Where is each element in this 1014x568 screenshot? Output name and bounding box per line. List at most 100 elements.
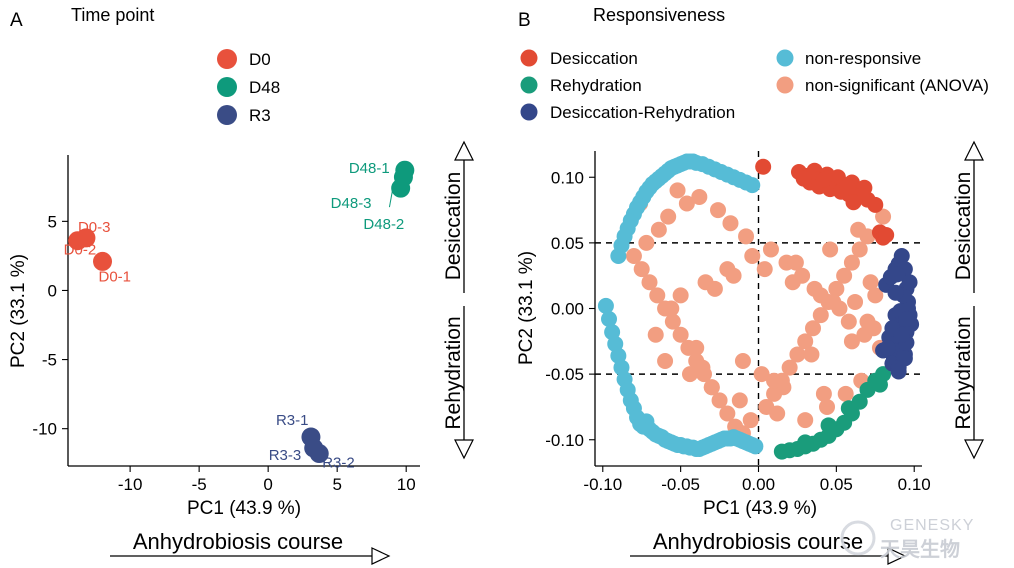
data-point-non-significant-anova [828, 280, 845, 297]
legend-marker-d0 [217, 49, 237, 69]
data-point-desiccation [795, 170, 812, 187]
panel-a-letter: A [10, 10, 23, 31]
data-point-non-responsive [601, 311, 618, 327]
data-point-non-significant-anova [843, 254, 860, 271]
data-point-non-significant-anova [756, 261, 773, 278]
data-point-non-significant-anova [672, 287, 689, 304]
data-point-non-significant-anova [843, 333, 860, 350]
data-point-non-significant-anova [769, 405, 786, 422]
data-point-non-significant-anova [797, 412, 814, 429]
panel-b-letter: B [518, 10, 531, 31]
legend-label-non-significant: non-significant (ANOVA) [805, 76, 989, 95]
panel-b-title: Responsiveness [593, 5, 725, 25]
panel-b-x-tick-label: 0.05 [820, 475, 853, 494]
panel-b-arrow-up-head [964, 140, 984, 161]
legend-marker-desiccation-rehydration [520, 103, 538, 121]
legend-label-d48: D48 [249, 78, 280, 97]
data-point-non-significant-anova [731, 392, 748, 409]
data-point-non-significant-anova [650, 221, 667, 238]
legend-label-rehydration: Rehydration [550, 76, 642, 95]
panel-b-y-tick-label: -0.10 [545, 431, 584, 450]
data-point-non-significant-anova [867, 287, 884, 304]
data-point-non-significant-anova [738, 228, 755, 245]
panel-b-x-tick-label: -0.05 [661, 475, 700, 494]
data-point-non-significant-anova [706, 280, 723, 297]
watermark-en: GENESKY [890, 517, 974, 534]
data-point-desiccation-rehydration [893, 326, 910, 343]
data-point-non-significant-anova [822, 241, 839, 258]
data-point-desiccation-rehydration [898, 311, 915, 327]
panel-b-reference-lines [595, 151, 922, 466]
panel-b-x-ticks: -0.10 -0.05 0.00 0.05 0.10 [583, 466, 931, 494]
panel-b-arrow-down-head [964, 439, 984, 460]
watermark-cn: 天昊生物 [880, 537, 960, 561]
data-point-non-significant-anova [641, 274, 658, 291]
data-point-non-significant-anova [831, 300, 848, 317]
panel-a-x-tick-label: 5 [332, 475, 341, 494]
panel-a-arrow-down-head [454, 439, 474, 460]
panel-a-x-tick-label: 0 [263, 475, 272, 494]
legend-label-d0: D0 [249, 50, 271, 69]
data-point-non-significant-anova [836, 267, 853, 284]
data-label-r3-3: R3-3 [269, 447, 302, 464]
data-point-non-responsive [747, 438, 764, 455]
data-label-d0-2: D0-2 [64, 242, 97, 259]
data-point-non-significant-anova [815, 385, 832, 402]
panel-b-arrow-rehydration: Rehydration [952, 316, 975, 429]
legend-marker-r3 [217, 105, 237, 125]
data-point-non-significant-anova [657, 353, 674, 369]
data-point-non-significant-anova [805, 320, 821, 337]
panel-b-x-tick-label: 0.10 [898, 475, 931, 494]
data-point-desiccation-rehydration [893, 248, 910, 264]
panel-a-points [68, 160, 415, 464]
panel-a-y-ticks: 5 0 -5 -10 [32, 212, 68, 439]
legend-label-desiccation-rehydration: Desiccation-Rehydration [550, 103, 735, 122]
panel-b-y-tick-label: 0.10 [551, 168, 584, 187]
data-label-d48-2: D48-2 [363, 216, 404, 233]
data-point-non-significant-anova [787, 254, 804, 271]
data-point-desiccation-rehydration [887, 284, 904, 301]
data-point-non-significant-anova [766, 372, 783, 389]
panel-a-course-arrowhead [371, 547, 391, 565]
data-point-non-significant-anova [819, 398, 836, 415]
panel-a: A Time point D0 D48 R3 -10 -5 0 5 10 50-5-10… [8, 5, 474, 565]
panel-a-title: Time point [71, 5, 154, 25]
legend-label-r3: R3 [249, 106, 271, 125]
data-label-d48-1: D48-1 [349, 160, 390, 177]
data-point-desiccation [755, 158, 772, 175]
data-point-non-significant-anova [812, 287, 829, 304]
panel-b-x-tick-label: -0.10 [583, 475, 622, 494]
data-point-non-significant-anova [711, 392, 728, 409]
data-point-non-significant-anova [837, 385, 854, 402]
panel-a-y-tick-label: 5 [48, 212, 57, 231]
panel-b-arrow-desiccation: Desiccation [952, 172, 975, 281]
watermark: GENESKY 天昊生物 [840, 517, 974, 561]
panel-a-point-labels: D0-3 D0-2D0-1 D48-1 D48-3 D48-2 R3-1 R3-3 R3-2 [64, 160, 405, 471]
data-label-r3-1: R3-1 [276, 412, 309, 429]
data-point-non-responsive [744, 177, 761, 194]
data-point-desiccation-rehydration [889, 266, 906, 283]
data-point-non-significant-anova [649, 287, 666, 304]
panel-a-course-label: Anhydrobiosis course [133, 529, 343, 554]
data-point-non-significant-anova [663, 300, 680, 317]
data-point-non-significant-anova [840, 313, 857, 330]
panel-a-x-label: PC1 (43.9 %) [187, 498, 301, 519]
data-point-r3-2 [309, 444, 329, 464]
panel-b-points [597, 153, 920, 460]
data-label-d0-3: D0-3 [78, 219, 111, 236]
panel-a-y-label: PC2 (33.1 %) [8, 254, 29, 368]
panel-a-x-ticks: -10 -5 0 5 10 [118, 466, 416, 494]
panel-a-arrow-rehydration: Rehydration [442, 316, 465, 429]
data-point-non-significant-anova [847, 293, 864, 310]
panel-a-arrow-up-head [454, 140, 474, 161]
panel-a-x-tick-label: 10 [397, 475, 416, 494]
data-point-rehydration [871, 376, 888, 393]
legend-label-desiccation: Desiccation [550, 49, 638, 68]
panel-b-course-arrowhead [887, 547, 907, 565]
data-label-d0-1: D0-1 [99, 268, 132, 285]
legend-marker-desiccation [520, 49, 538, 67]
data-point-non-significant-anova [678, 195, 695, 212]
panel-b: B Responsiveness Desiccation non-respons… [516, 5, 989, 565]
panel-b-y-tick-label: -0.05 [545, 365, 584, 384]
data-point-non-significant-anova [633, 261, 650, 278]
